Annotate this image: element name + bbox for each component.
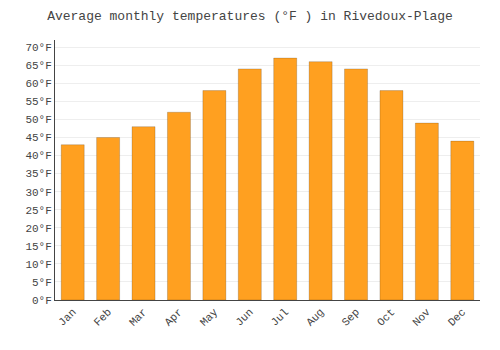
svg-text:Oct: Oct xyxy=(375,306,397,328)
svg-text:Jun: Jun xyxy=(233,306,255,328)
svg-text:Mar: Mar xyxy=(127,306,149,328)
svg-text:55°F: 55°F xyxy=(25,96,51,108)
svg-text:50°F: 50°F xyxy=(25,114,51,126)
svg-text:Dec: Dec xyxy=(446,306,468,328)
svg-text:20°F: 20°F xyxy=(25,223,51,235)
svg-text:35°F: 35°F xyxy=(25,168,51,180)
svg-text:Apr: Apr xyxy=(162,306,184,328)
svg-text:5°F: 5°F xyxy=(32,277,52,289)
svg-text:45°F: 45°F xyxy=(25,132,51,144)
svg-text:15°F: 15°F xyxy=(25,241,51,253)
svg-text:Feb: Feb xyxy=(92,306,114,328)
svg-text:0°F: 0°F xyxy=(32,295,52,307)
svg-text:Nov: Nov xyxy=(410,306,433,329)
svg-text:Aug: Aug xyxy=(304,306,326,328)
svg-text:65°F: 65°F xyxy=(25,60,51,72)
svg-text:25°F: 25°F xyxy=(25,205,51,217)
svg-text:Jan: Jan xyxy=(56,306,78,328)
svg-text:Sep: Sep xyxy=(340,306,362,328)
svg-text:Average monthly temperatures (: Average monthly temperatures (°F ) in Ri… xyxy=(47,9,453,24)
svg-text:Jul: Jul xyxy=(269,306,291,328)
svg-text:30°F: 30°F xyxy=(25,187,51,199)
svg-text:40°F: 40°F xyxy=(25,150,51,162)
svg-text:10°F: 10°F xyxy=(25,259,51,271)
svg-text:70°F: 70°F xyxy=(25,42,51,54)
svg-text:60°F: 60°F xyxy=(25,78,51,90)
svg-text:May: May xyxy=(198,306,221,329)
